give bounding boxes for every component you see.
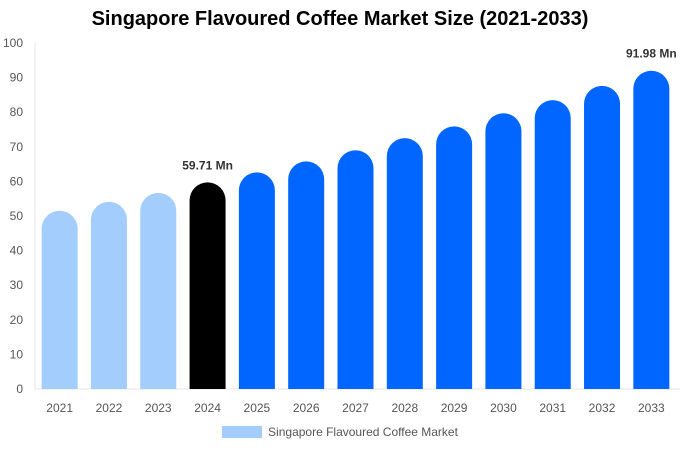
bar-2021 [41, 210, 78, 389]
bar-2030 [485, 113, 522, 390]
x-tick-label: 2026 [293, 401, 320, 415]
x-tick-label: 2031 [539, 401, 566, 415]
bar-2032 [584, 85, 621, 390]
x-tick-label: 2033 [638, 401, 665, 415]
x-tick-label: 2025 [244, 401, 271, 415]
x-tick-label: 2030 [490, 401, 517, 415]
x-tick-label: 2022 [96, 401, 123, 415]
y-tick-label: 20 [10, 313, 24, 327]
y-tick-label: 90 [10, 71, 24, 85]
y-tick-label: 10 [10, 347, 24, 361]
bar-2023 [140, 192, 177, 389]
y-tick-label: 40 [10, 244, 24, 258]
x-tick-label: 2024 [194, 401, 221, 415]
chart-title: Singapore Flavoured Coffee Market Size (… [91, 8, 589, 30]
x-tick-label: 2021 [46, 401, 73, 415]
bar-2028 [386, 138, 423, 389]
y-tick-label: 0 [16, 382, 23, 396]
bar-2029 [436, 126, 473, 390]
legend-label: Singapore Flavoured Coffee Market [268, 425, 458, 439]
y-tick-label: 30 [10, 278, 24, 292]
bar-2022 [90, 201, 127, 389]
bar-2033 [633, 70, 670, 389]
y-tick-label: 80 [10, 105, 24, 119]
y-tick-label: 50 [10, 209, 24, 223]
legend-swatch [222, 426, 263, 438]
bar-2025 [238, 172, 275, 389]
bar-2027 [337, 150, 374, 389]
x-tick-label: 2028 [391, 401, 418, 415]
x-tick-label: 2027 [342, 401, 369, 415]
x-tick-label: 2023 [145, 401, 172, 415]
y-tick-label: 70 [10, 140, 24, 154]
y-tick-label: 60 [10, 174, 24, 188]
bar-2031 [534, 100, 571, 389]
bar-2024 [189, 182, 226, 389]
x-tick-label: 2029 [441, 401, 468, 415]
data-label: 91.98 Mn [626, 47, 677, 61]
bar-2026 [288, 161, 325, 389]
x-tick-label: 2032 [589, 401, 616, 415]
data-label: 59.71 Mn [182, 158, 233, 172]
legend: Singapore Flavoured Coffee Market [0, 425, 680, 439]
y-tick-label: 100 [3, 36, 23, 50]
